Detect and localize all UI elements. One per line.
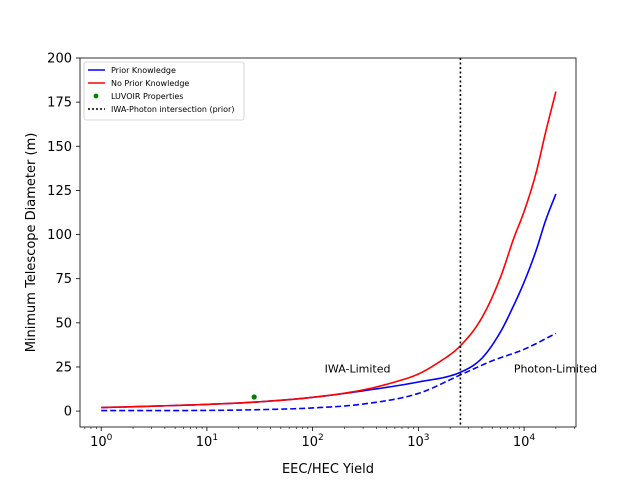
annotation-1: Photon-Limited	[514, 362, 597, 375]
y-tick-label-2: 50	[55, 316, 72, 331]
y-tick-label-5: 125	[47, 184, 72, 199]
y-tick-label-4: 100	[47, 228, 72, 243]
x-tick-label-2: 102	[301, 433, 323, 450]
plot-area	[101, 58, 557, 427]
legend-label-3: IWA-Photon intersection (prior)	[111, 105, 234, 114]
luvoir-point-0	[251, 394, 257, 400]
x-tick-label-1: 101	[196, 433, 218, 450]
series-line-1	[101, 91, 557, 409]
axis-ticks: 100 101 102 103 104 0 25 50 75 100 125 150 175 200	[47, 52, 575, 450]
axes-frame	[79, 57, 577, 428]
legend-label-2: LUVOIR Properties	[111, 92, 183, 101]
y-tick-label-7: 175	[47, 96, 72, 111]
y-tick-label-0: 0	[64, 405, 72, 420]
x-tick-label-0: 100	[90, 433, 113, 450]
legend-label-1: No Prior Knowledge	[111, 79, 189, 88]
y-axis-label: Minimum Telescope Diameter (m)	[24, 133, 39, 353]
y-tick-label-1: 25	[55, 360, 72, 375]
series-line-2	[101, 332, 557, 412]
legend: Prior Knowledge No Prior Knowledge LUVOIR …	[83, 61, 245, 121]
y-tick-label-6: 150	[47, 140, 72, 155]
annotations: IWA-Limited Photon-Limited	[325, 362, 597, 375]
legend-box	[83, 61, 245, 121]
y-tick-label-8: 200	[47, 52, 72, 67]
annotation-0: IWA-Limited	[325, 362, 391, 375]
x-tick-label-3: 103	[407, 433, 429, 450]
x-tick-label-4: 104	[513, 433, 536, 450]
legend-marker-2	[93, 93, 99, 99]
y-tick-label-3: 75	[55, 272, 72, 287]
x-axis-label: EEC/HEC Yield	[282, 462, 374, 477]
legend-label-0: Prior Knowledge	[111, 66, 176, 75]
